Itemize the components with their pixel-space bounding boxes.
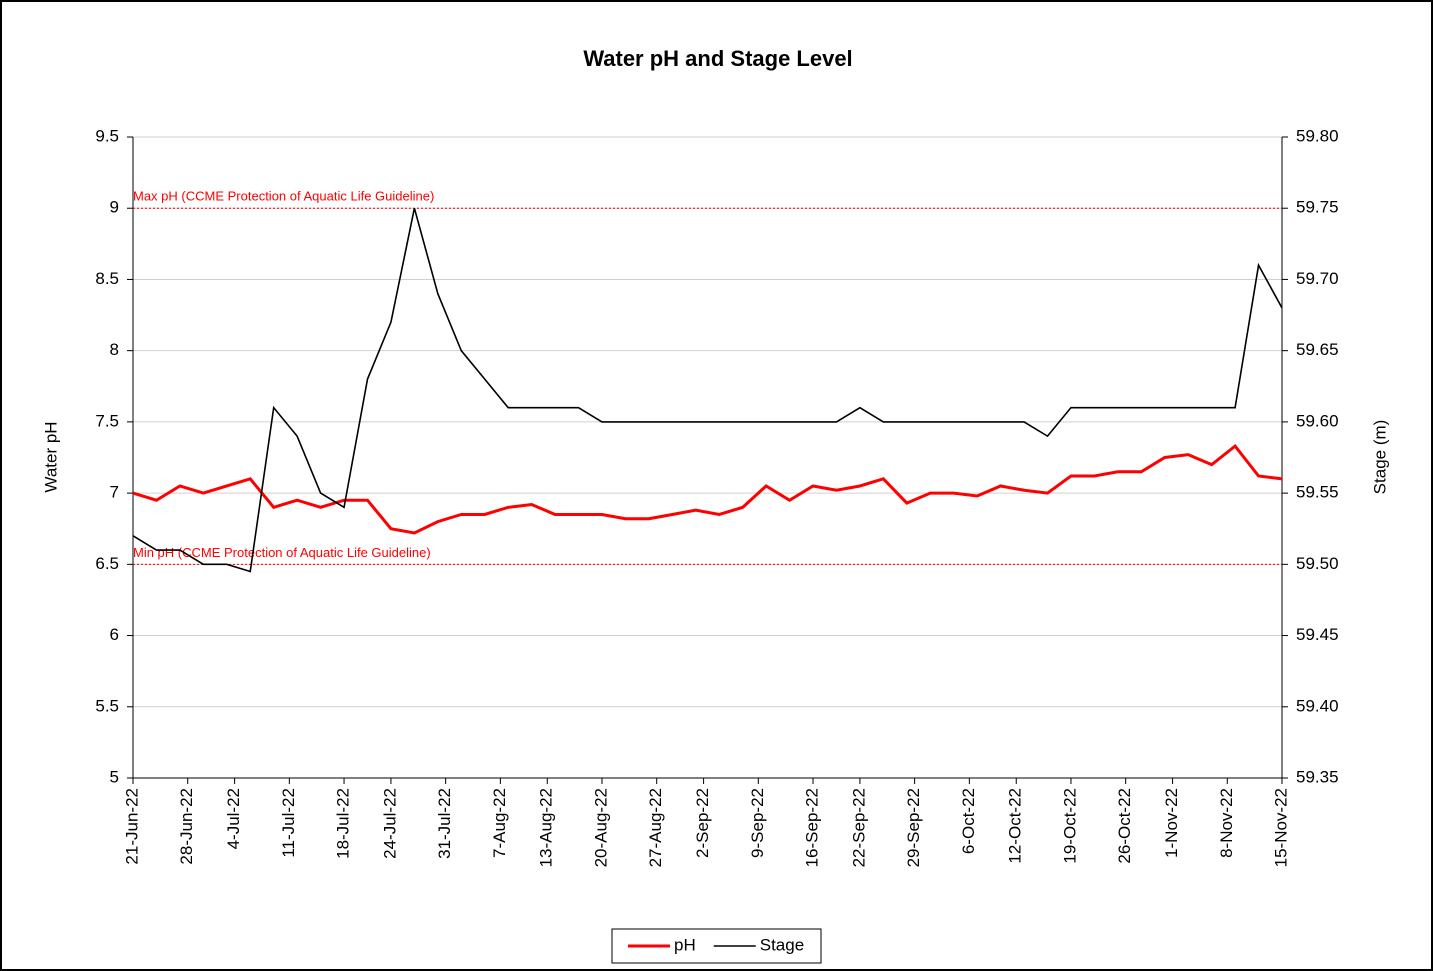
y2-tick-label: 59.60 bbox=[1296, 411, 1339, 430]
x-tick-label: 1-Nov-22 bbox=[1162, 788, 1181, 858]
series-line bbox=[132, 208, 1283, 573]
legend-label: Stage bbox=[760, 935, 804, 954]
y2-tick-label: 59.55 bbox=[1296, 483, 1339, 502]
y2-tick-label: 59.80 bbox=[1296, 126, 1339, 145]
x-tick-label: 31-Jul-22 bbox=[435, 788, 454, 859]
x-tick-label: 8-Nov-22 bbox=[1217, 788, 1236, 858]
chart-title: Water pH and Stage Level bbox=[583, 46, 852, 71]
series-line bbox=[132, 443, 1283, 535]
x-tick-label: 20-Aug-22 bbox=[591, 788, 610, 867]
y2-axis-label: Stage (m) bbox=[1370, 420, 1389, 495]
y-axis-label: Water pH bbox=[41, 421, 60, 492]
y-tick-label: 7.5 bbox=[95, 411, 119, 430]
x-tick-label: 29-Sep-22 bbox=[904, 788, 923, 867]
y-tick-label: 8 bbox=[110, 340, 119, 359]
y2-tick-label: 59.65 bbox=[1296, 340, 1339, 359]
x-tick-label: 21-Jun-22 bbox=[122, 788, 141, 865]
y-tick-label: 8.5 bbox=[95, 269, 119, 288]
x-tick-label: 28-Jun-22 bbox=[177, 788, 196, 865]
y2-tick-label: 59.45 bbox=[1296, 625, 1339, 644]
x-tick-label: 6-Oct-22 bbox=[959, 788, 978, 854]
x-tick-label: 2-Sep-22 bbox=[693, 788, 712, 858]
y-tick-label: 5.5 bbox=[95, 696, 119, 715]
y2-tick-label: 59.70 bbox=[1296, 269, 1339, 288]
y2-tick-label: 59.40 bbox=[1296, 696, 1339, 715]
y-tick-label: 9.5 bbox=[95, 126, 119, 145]
x-tick-label: 19-Oct-22 bbox=[1060, 788, 1079, 864]
legend-label: pH bbox=[674, 935, 696, 954]
reference-label: Max pH (CCME Protection of Aquatic Life … bbox=[133, 189, 434, 204]
reference-label: Min pH (CCME Protection of Aquatic Life … bbox=[133, 545, 431, 560]
y2-tick-label: 59.35 bbox=[1296, 767, 1339, 786]
x-tick-label: 22-Sep-22 bbox=[849, 788, 868, 867]
x-tick-label: 24-Jul-22 bbox=[380, 788, 399, 859]
x-tick-label: 11-Jul-22 bbox=[279, 788, 298, 858]
y2-tick-label: 59.50 bbox=[1296, 554, 1339, 573]
x-tick-label: 9-Sep-22 bbox=[748, 788, 767, 858]
y-tick-label: 5 bbox=[110, 767, 119, 786]
x-tick-label: 26-Oct-22 bbox=[1115, 788, 1134, 864]
y-tick-label: 6.5 bbox=[95, 554, 119, 573]
y-tick-label: 6 bbox=[110, 625, 119, 644]
x-tick-label: 13-Aug-22 bbox=[537, 788, 556, 867]
y-tick-label: 9 bbox=[110, 198, 119, 217]
x-tick-label: 7-Aug-22 bbox=[490, 788, 509, 858]
x-tick-label: 15-Nov-22 bbox=[1271, 788, 1290, 867]
x-tick-label: 4-Jul-22 bbox=[224, 788, 243, 849]
x-tick-label: 16-Sep-22 bbox=[803, 788, 822, 867]
x-tick-label: 12-Oct-22 bbox=[1006, 788, 1025, 864]
y-tick-label: 7 bbox=[110, 483, 119, 502]
x-tick-label: 18-Jul-22 bbox=[334, 788, 353, 859]
x-tick-label: 27-Aug-22 bbox=[646, 788, 665, 867]
y2-tick-label: 59.75 bbox=[1296, 198, 1339, 217]
